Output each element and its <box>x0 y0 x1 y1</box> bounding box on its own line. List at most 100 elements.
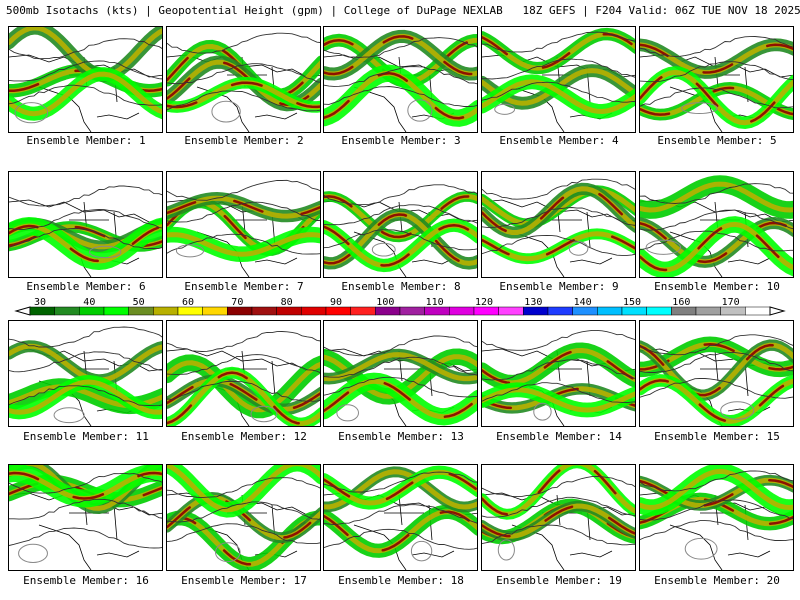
map-plot <box>640 465 793 570</box>
jet-stream-core <box>324 352 477 382</box>
height-contour <box>324 356 477 378</box>
closed-contour <box>211 100 241 123</box>
colorbar-swatch <box>276 306 302 316</box>
jet-max-core <box>482 387 635 410</box>
height-contour <box>482 329 635 351</box>
closed-contour <box>250 405 278 423</box>
closed-contour <box>53 407 85 424</box>
jet-stream-core <box>167 360 320 413</box>
colorbar-swatch <box>153 306 179 316</box>
colorbar-tick-label: 100 <box>376 297 394 308</box>
ensemble-map-panel <box>166 320 321 427</box>
colorbar-swatch <box>720 306 746 316</box>
closed-contour <box>336 404 359 422</box>
colorbar-swatch <box>449 306 475 316</box>
ensemble-member-label: Ensemble Member: 20 <box>654 574 780 587</box>
height-contour <box>167 201 320 223</box>
height-contour <box>324 504 477 526</box>
closed-contour <box>645 239 682 255</box>
height-contour <box>324 204 477 226</box>
map-plot <box>9 465 162 570</box>
map-plot <box>324 29 477 132</box>
map-outline <box>482 199 635 277</box>
map-plot <box>167 179 320 277</box>
jet-stream-band <box>324 372 477 426</box>
height-contour <box>167 501 320 523</box>
jet-stream-core <box>9 379 162 415</box>
colorbar-swatch <box>597 306 623 316</box>
colorbar-swatch <box>547 306 573 316</box>
closed-contour <box>533 402 552 421</box>
ensemble-map-panel <box>323 320 478 427</box>
jet-max-core <box>482 232 635 260</box>
jet-stream-core <box>9 71 162 117</box>
colorbar-swatch <box>227 306 253 316</box>
ensemble-member-label: Ensemble Member: 12 <box>181 430 307 443</box>
jet-max-core <box>482 187 635 234</box>
jet-max-core <box>482 504 635 538</box>
colorbar-swatch <box>350 306 376 316</box>
height-contour <box>640 499 793 521</box>
map-plot <box>167 465 320 570</box>
map-title: 500mb Isotachs (kts) | Geopotential Heig… <box>6 4 800 17</box>
height-contour <box>167 523 320 544</box>
colorbar-tick-label: 120 <box>475 297 493 308</box>
jet-max-core <box>167 371 320 425</box>
map-plot <box>324 335 477 426</box>
map-plot <box>482 329 635 426</box>
ensemble-member-label: Ensemble Member: 4 <box>499 134 619 147</box>
height-contour <box>167 90 320 112</box>
closed-contour <box>497 539 515 561</box>
height-contour <box>640 209 793 231</box>
colorbar-tick-label: 130 <box>524 297 542 308</box>
jet-max-core <box>640 223 793 272</box>
jet-stream-core <box>482 79 635 115</box>
ensemble-map-panel <box>166 171 321 278</box>
ensemble-member-label: Ensemble Member: 7 <box>184 280 304 293</box>
height-contour <box>640 334 793 356</box>
ensemble-map-panel <box>639 464 794 571</box>
height-contour <box>324 229 477 251</box>
height-contour <box>482 476 635 497</box>
height-contour <box>324 528 477 550</box>
height-contour <box>640 378 793 399</box>
height-contour <box>9 60 162 82</box>
closed-contour <box>410 540 433 562</box>
height-contour <box>482 58 635 80</box>
ensemble-member-label: Ensemble Member: 14 <box>496 430 622 443</box>
height-contour <box>640 520 793 542</box>
colorbar-tick-label: 30 <box>34 297 46 308</box>
height-contour <box>482 496 635 518</box>
ensemble-map-panel <box>481 320 636 427</box>
jet-max-core <box>9 225 162 248</box>
colorbar-swatch <box>523 306 549 316</box>
map-plot <box>482 465 635 570</box>
ensemble-member-label: Ensemble Member: 19 <box>496 574 622 587</box>
ensemble-map-panel <box>639 320 794 427</box>
jet-max-core <box>640 71 793 124</box>
jet-max-core <box>324 35 477 76</box>
colorbar-swatch <box>202 306 228 316</box>
closed-contour <box>371 242 396 257</box>
colorbar-tick-label: 70 <box>231 297 243 308</box>
colorbar-tick-label: 50 <box>133 297 145 308</box>
height-contour <box>640 36 793 57</box>
colorbar-swatch <box>54 306 80 316</box>
height-contour <box>640 470 793 492</box>
map-plot <box>640 334 793 426</box>
ensemble-member-label: Ensemble Member: 5 <box>657 134 777 147</box>
jet-max-core <box>167 81 320 109</box>
ensemble-map-panel <box>8 171 163 278</box>
height-contour <box>167 331 320 352</box>
height-contour <box>9 498 162 520</box>
ensemble-member-label: Ensemble Member: 6 <box>26 280 146 293</box>
height-contour <box>9 228 162 249</box>
height-contour <box>640 61 793 83</box>
height-contour <box>167 354 320 375</box>
colorbar-swatch <box>671 306 697 316</box>
map-plot <box>640 175 793 277</box>
height-contour <box>9 185 162 207</box>
jet-max-core <box>482 349 635 385</box>
ensemble-map-panel <box>481 26 636 133</box>
colorbar-tick-label: 140 <box>574 297 592 308</box>
